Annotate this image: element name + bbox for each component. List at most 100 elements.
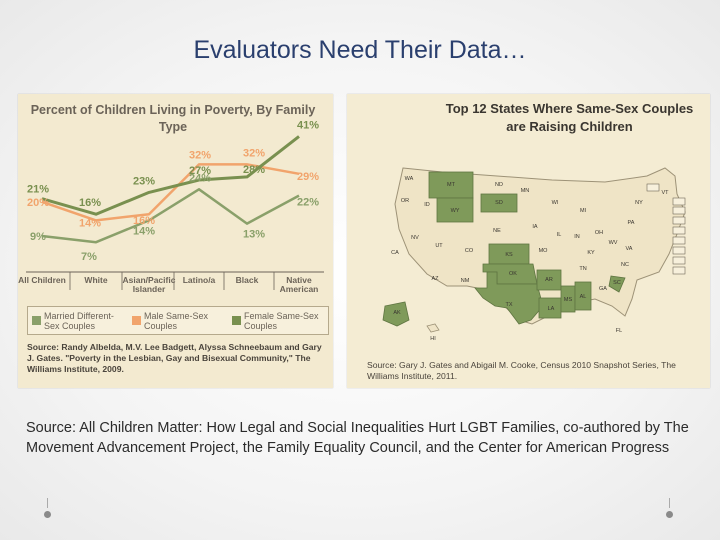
corner-dot-right bbox=[666, 511, 673, 518]
legend-label: Male Same-Sex Couples bbox=[144, 310, 209, 331]
poverty-chart-panel: Percent of Children Living in Poverty, B… bbox=[18, 94, 333, 388]
state-label-ms: MS bbox=[564, 297, 573, 303]
state-label-mi: MI bbox=[580, 208, 587, 214]
state-label-nv: NV bbox=[411, 235, 419, 241]
source-citation: Source: All Children Matter: How Legal a… bbox=[26, 420, 689, 456]
state-label-la: LA bbox=[548, 306, 555, 312]
state-label-ga: GA bbox=[599, 286, 607, 292]
chart-title: Percent of Children Living in Poverty, B… bbox=[30, 103, 316, 134]
corner-dot-left bbox=[44, 511, 51, 518]
x-tick-label: Latino/a bbox=[183, 275, 216, 285]
state-label-mo: MO bbox=[539, 248, 549, 254]
legend-label: Married Different-Sex Couples bbox=[44, 310, 114, 331]
state-label-al: AL bbox=[580, 294, 587, 300]
ne-label-box bbox=[672, 197, 686, 206]
state-label-hi: HI bbox=[430, 336, 436, 342]
state-SC bbox=[608, 275, 626, 293]
state-AL bbox=[574, 281, 592, 311]
map-source: Source: Gary J. Gates and Abigail M. Coo… bbox=[367, 360, 676, 381]
state-label-va: VA bbox=[626, 246, 633, 252]
legend-item: Female Same-Sex Couples bbox=[228, 311, 328, 331]
ne-label-box bbox=[672, 236, 686, 245]
state-label-pa: PA bbox=[628, 220, 635, 226]
state-label-ks: KS bbox=[505, 252, 513, 258]
state-WY bbox=[436, 197, 474, 223]
state-label-or: OR bbox=[401, 198, 409, 204]
x-tick-label: Black bbox=[236, 275, 259, 285]
map-title: Top 12 States Where Same-Sex Couples are… bbox=[445, 101, 694, 134]
state-label-ia: IA bbox=[532, 224, 538, 230]
state-label-tx: TX bbox=[505, 302, 512, 308]
legend-swatch-male bbox=[132, 316, 141, 325]
state-label-ca: CA bbox=[391, 250, 399, 256]
state-AR bbox=[536, 269, 562, 291]
state-label-nm: NM bbox=[461, 278, 470, 284]
state-label-ar: AR bbox=[545, 277, 553, 283]
ne-label-box bbox=[672, 266, 686, 275]
x-tick-label: White bbox=[84, 275, 107, 285]
state-label-ne: NE bbox=[493, 228, 501, 234]
data-label: 7% bbox=[81, 251, 97, 263]
legend-label: Female Same-Sex Couples bbox=[244, 310, 319, 331]
state-label-nd: ND bbox=[495, 182, 503, 188]
data-label: 27% bbox=[189, 165, 211, 177]
state-label-il: IL bbox=[557, 232, 562, 238]
x-tick-label: Asian/Pacific Islander bbox=[123, 275, 176, 294]
ne-label-box bbox=[672, 256, 686, 265]
state-label-tn: TN bbox=[579, 266, 586, 272]
state-AK bbox=[382, 301, 410, 327]
state-label-sc: SC bbox=[613, 280, 621, 286]
state-label-wv: WV bbox=[609, 240, 618, 246]
state-label-wy: WY bbox=[451, 208, 460, 214]
chart-source: Source: Randy Albelda, M.V. Lee Badgett,… bbox=[27, 342, 322, 374]
series-line-male bbox=[41, 163, 300, 222]
state-label-in: IN bbox=[574, 234, 580, 240]
state-label-mt: MT bbox=[447, 182, 456, 188]
state-SD bbox=[480, 193, 518, 213]
state-label-ut: UT bbox=[435, 243, 443, 249]
state-label-ky: KY bbox=[587, 250, 595, 256]
ne-label-box bbox=[672, 216, 686, 225]
corner-line-left bbox=[47, 498, 48, 508]
state-label-mn: MN bbox=[521, 188, 530, 194]
us-states-map: WA OR CA NV ID MT WY UT AZ CO NM ND SD NE KS OK TX MN IA MO… bbox=[382, 167, 686, 342]
ne-label-box bbox=[672, 226, 686, 235]
legend-swatch-married bbox=[32, 316, 41, 325]
series-line-female bbox=[41, 135, 300, 216]
data-label: 14% bbox=[79, 217, 101, 229]
states-map-panel: WA OR CA NV ID MT WY UT AZ CO NM ND SD NE KS OK TX MN IA MO… bbox=[347, 94, 710, 388]
state-TX bbox=[474, 271, 544, 325]
poverty-line-chart: All Children White Asian/Pacific Islander La… bbox=[18, 119, 324, 294]
ne-label-box bbox=[672, 246, 686, 255]
data-label: 21% bbox=[27, 184, 49, 196]
ne-label-box bbox=[672, 206, 686, 215]
data-label: 16% bbox=[133, 215, 155, 227]
state-label-ak: AK bbox=[393, 310, 401, 316]
data-label: 9% bbox=[30, 231, 46, 243]
state-label-az: AZ bbox=[431, 276, 439, 282]
state-label-nc: NC bbox=[621, 262, 629, 268]
data-label: 13% bbox=[243, 229, 265, 241]
state-label-ok: OK bbox=[509, 271, 517, 277]
data-label: 32% bbox=[243, 147, 265, 159]
state-label-fl: FL bbox=[616, 328, 622, 334]
state-label-sd: SD bbox=[495, 200, 503, 206]
series-line-married bbox=[41, 188, 300, 244]
state-label-wi: WI bbox=[552, 200, 559, 206]
data-label: 32% bbox=[189, 149, 211, 161]
slide-title: Evaluators Need Their Data… bbox=[193, 36, 527, 64]
data-label: 22% bbox=[297, 197, 319, 209]
ne-label-box bbox=[646, 183, 660, 192]
state-label-id: ID bbox=[424, 202, 430, 208]
state-label-wa: WA bbox=[405, 176, 414, 182]
data-label: 28% bbox=[243, 164, 265, 176]
state-HI bbox=[426, 323, 440, 333]
legend-item: Married Different-Sex Couples bbox=[28, 311, 128, 331]
legend-swatch-female bbox=[232, 316, 241, 325]
data-label: 29% bbox=[297, 171, 319, 183]
state-label-oh: OH bbox=[595, 230, 603, 236]
x-tick-label: Native American bbox=[280, 275, 319, 294]
data-label: 20% bbox=[27, 197, 49, 209]
northeast-label-boxes bbox=[646, 183, 686, 275]
legend-item: Male Same-Sex Couples bbox=[128, 311, 228, 331]
